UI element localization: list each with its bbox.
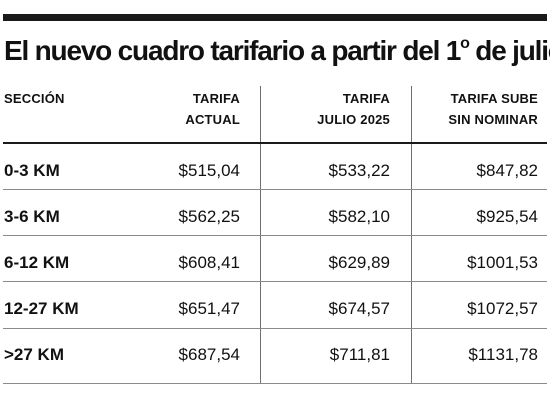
row-5-sin-nominar: $1131,78: [468, 345, 538, 364]
title-ordinal: o: [460, 35, 470, 52]
header-tarifa-sube: TARIFA SUBE SIN NOMINAR: [410, 88, 538, 130]
row-5-seccion: >27 KM: [4, 345, 64, 364]
header-tarifa-julio-line2: JULIO 2025: [317, 112, 390, 127]
bottom-rule: [3, 383, 547, 384]
header-tarifa-actual-line2: ACTUAL: [185, 112, 240, 127]
row-divider-1: [3, 189, 547, 190]
header-tarifa-actual: TARIFA ACTUAL: [120, 88, 240, 130]
header-seccion-label: SECCIÓN: [4, 91, 65, 106]
row-5-actual: $687,54: [178, 345, 240, 364]
header-tarifa-julio: TARIFA JULIO 2025: [260, 88, 390, 130]
row-2-seccion: 3-6 KM: [4, 207, 60, 226]
row-1-sin-nominar: $847,82: [476, 161, 538, 180]
row-4-actual: $651,47: [178, 299, 240, 318]
row-3-julio: $629,89: [328, 253, 390, 272]
header-tarifa-sube-line1: TARIFA SUBE: [450, 91, 538, 106]
top-rule: [3, 14, 547, 21]
row-divider-2: [3, 235, 547, 236]
row-divider-3: [3, 281, 547, 282]
title-end: de julio: [475, 35, 550, 66]
row-5-julio: $711,81: [329, 345, 390, 364]
header-tarifa-sube-line2: SIN NOMINAR: [448, 112, 538, 127]
row-4-julio: $674,57: [328, 299, 390, 318]
page-title: El nuevo cuadro tarifario a partir del 1…: [4, 34, 550, 68]
row-3-seccion: 6-12 KM: [4, 253, 70, 272]
row-4-sin-nominar: $1072,57: [467, 299, 538, 318]
row-2-actual: $562,25: [178, 207, 240, 226]
header-tarifa-julio-line1: TARIFA: [342, 91, 390, 106]
title-main: El nuevo cuadro tarifario a partir del 1: [4, 35, 461, 66]
row-1-seccion: 0-3 KM: [4, 161, 60, 180]
row-4-seccion: 12-27 KM: [4, 299, 79, 318]
header-rule: [3, 142, 547, 144]
row-1-actual: $515,04: [178, 161, 240, 180]
row-2-sin-nominar: $925,54: [476, 207, 538, 226]
row-3-actual: $608,41: [178, 253, 240, 272]
row-divider-4: [3, 328, 547, 329]
row-2-julio: $582,10: [328, 207, 390, 226]
row-3-sin-nominar: $1001,53: [467, 253, 538, 272]
header-tarifa-actual-line1: TARIFA: [192, 91, 240, 106]
header-seccion: SECCIÓN: [4, 88, 65, 109]
row-1-julio: $533,22: [328, 161, 390, 180]
